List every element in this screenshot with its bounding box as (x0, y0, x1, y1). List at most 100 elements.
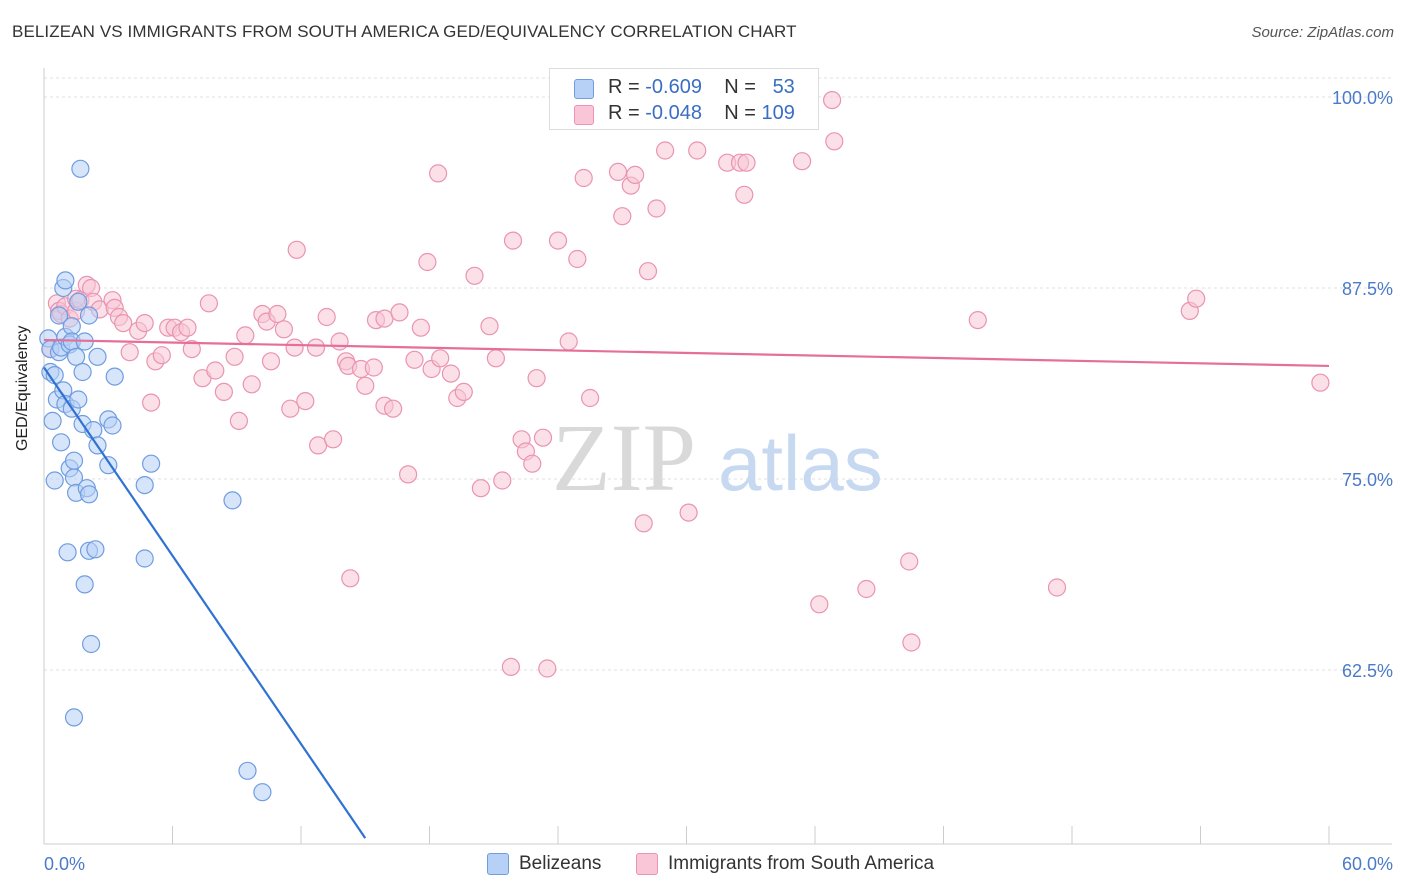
legend-swatch-pink (574, 105, 594, 125)
belizean-point (142, 454, 161, 473)
south-america-point (647, 199, 666, 218)
y-tick-label: 87.5% (1342, 279, 1393, 299)
gridlines (44, 77, 1392, 671)
legend-blue-r-label: R = (608, 76, 640, 98)
south-america-point (825, 132, 844, 151)
south-america-point (493, 471, 512, 490)
belizean-point (79, 485, 99, 504)
south-america-point (737, 153, 756, 172)
legend-pink-n-value: 109 (761, 102, 795, 124)
south-america-point (114, 314, 133, 333)
south-america-point (608, 162, 628, 181)
trend-lines (43, 338, 1330, 839)
belizean-point (64, 451, 84, 470)
south-america-point (384, 399, 403, 418)
south-america-point (454, 382, 473, 401)
belizean-point (45, 471, 64, 490)
belizean-point (238, 761, 257, 780)
south-america-point (857, 579, 876, 599)
legend-blue-n-label: N = (724, 76, 756, 98)
belizean-point (51, 433, 71, 452)
south-america-point (625, 165, 645, 184)
south-america-point (792, 152, 812, 171)
south-america-point (261, 352, 281, 371)
south-america-point (225, 347, 244, 366)
south-america-point (580, 388, 600, 408)
x-tick-label: 60.0% (1342, 854, 1393, 874)
belizean-point (105, 367, 124, 386)
south-america-point (152, 346, 171, 365)
south-america-point (527, 369, 546, 388)
south-america-point (199, 294, 218, 313)
south-america-point (120, 343, 139, 362)
belizean-point (223, 491, 242, 510)
y-tick-label: 100.0% (1332, 88, 1393, 108)
south-america-point (306, 338, 326, 357)
south-america-point (390, 303, 409, 322)
watermark-zip: ZIP (552, 404, 696, 511)
bottom-legend-blue-label: Belizeans (519, 853, 602, 874)
south-america-trend-line (43, 338, 1330, 368)
x-tick-labels: 0.0% 60.0% (44, 854, 1393, 874)
south-america-point (679, 503, 698, 522)
axes (43, 68, 1392, 845)
south-america-point (214, 382, 233, 401)
south-america-point (634, 514, 653, 533)
belizean-point (88, 347, 107, 366)
south-america-point (274, 320, 293, 339)
south-america-point (900, 552, 919, 571)
belizean-point (64, 708, 84, 727)
south-america-point (1311, 373, 1330, 392)
south-america-point (229, 411, 248, 430)
belizean-point (49, 306, 69, 325)
south-america-point (902, 633, 921, 652)
south-america-point (523, 454, 542, 473)
south-america-point (285, 338, 304, 357)
south-america-point (613, 207, 632, 226)
south-america-point (655, 141, 675, 160)
watermark-atlas: atlas (718, 419, 883, 507)
south-america-point (968, 311, 987, 330)
y-tick-labels: 100.0% 87.5% 75.0% 62.5% (1332, 88, 1393, 681)
belizean-point (81, 634, 101, 654)
south-america-point (341, 569, 360, 588)
south-america-point (418, 252, 437, 272)
belizean-point (58, 543, 77, 562)
south-america-point (465, 266, 484, 285)
belizean-point (69, 292, 88, 311)
south-america-point (411, 318, 430, 337)
south-america-point (135, 314, 154, 333)
south-america-point (182, 340, 201, 359)
belizean-point (135, 549, 154, 568)
south-america-point (501, 657, 520, 677)
belizean-point (75, 575, 94, 594)
south-america-point (486, 349, 505, 368)
legend-pink-r-value: -0.048 (645, 102, 702, 124)
south-america-point (822, 90, 842, 110)
belizean-point (103, 416, 122, 435)
south-america-point (236, 326, 255, 345)
correlation-legend: R = -0.609 N = 53 R = -0.048 N = 109 (549, 68, 819, 130)
south-america-point (1187, 289, 1206, 308)
belizean-point (253, 783, 272, 802)
south-america-point (559, 332, 578, 351)
south-america-point (356, 376, 375, 395)
south-america-point (568, 249, 587, 269)
south-america-point (429, 164, 448, 183)
belizean-point (56, 271, 75, 290)
south-america-point (330, 332, 349, 351)
blue-series (39, 159, 272, 802)
south-america-point (538, 659, 557, 678)
belizean-point (135, 476, 154, 495)
legend-blue-r-value: -0.609 (645, 76, 702, 98)
south-america-point (1047, 578, 1067, 597)
bottom-legend-swatch-blue (487, 853, 509, 875)
chart-title: BELIZEAN VS IMMIGRANTS FROM SOUTH AMERIC… (12, 22, 797, 41)
belizean-point (62, 317, 81, 336)
belizean-point (71, 159, 90, 178)
source-label: Source: ZipAtlas.com (1251, 24, 1394, 41)
legend-blue-n-value: 53 (772, 76, 795, 98)
belizean-point (66, 347, 86, 366)
south-america-point (810, 595, 829, 614)
